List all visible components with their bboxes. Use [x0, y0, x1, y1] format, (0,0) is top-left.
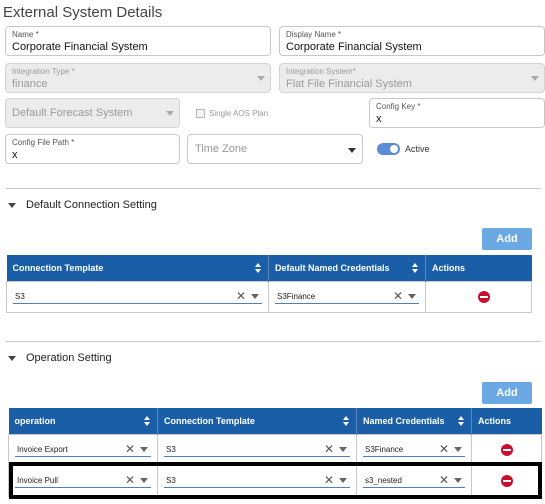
column-header-actions: Actions [471, 408, 542, 434]
integration-system-select[interactable]: Integration System* Flat File Financial … [279, 63, 545, 93]
operation-setting-table: operation Connection Template Named Cred… [8, 408, 542, 497]
chevron-down-icon[interactable] [408, 294, 416, 299]
chevron-down-icon[interactable] [339, 447, 347, 452]
sort-icon[interactable] [144, 416, 151, 426]
clear-icon[interactable]: ✕ [392, 289, 403, 303]
single-aos-plan-checkbox[interactable]: Single AOS Plan [196, 109, 268, 118]
forecast-system-select[interactable]: Default Forecast System [5, 98, 180, 128]
chevron-down-icon[interactable] [251, 294, 259, 299]
chevron-down-icon [348, 148, 356, 153]
delete-icon[interactable] [478, 290, 490, 303]
integration-type-label: Integration Type * [12, 67, 75, 76]
column-header-actions: Actions [425, 255, 532, 281]
active-toggle[interactable]: Active [377, 143, 430, 155]
table-row: Invoice Export ✕ S3 ✕ S3Finance ✕ [8, 433, 542, 466]
name-field[interactable]: Name * Corporate Financial System [5, 26, 271, 56]
connection-template-select[interactable]: S3 ✕ [164, 473, 350, 488]
config-key-label: Config Key * [376, 102, 421, 111]
page-title: External System Details [3, 4, 163, 21]
column-header-named-credentials[interactable]: Named Credentials [356, 408, 472, 434]
table-row: S3 ✕ S3Finance ✕ [6, 280, 532, 313]
sort-icon[interactable] [343, 416, 350, 426]
clear-icon[interactable]: ✕ [323, 442, 334, 456]
config-file-path-value: x [12, 149, 18, 161]
operation-select[interactable]: Invoice Export ✕ [15, 442, 151, 457]
toggle-switch[interactable] [377, 143, 400, 155]
time-zone-placeholder: Time Zone [195, 143, 248, 155]
table-row: Invoice Pull ✕ S3 ✕ s3_nested ✕ [8, 464, 542, 497]
display-name-label: Display Name * [286, 30, 342, 39]
operation-select[interactable]: Invoice Pull ✕ [15, 473, 151, 488]
config-file-path-field[interactable]: Config File Path * x [5, 134, 180, 164]
collapse-triangle-icon[interactable] [8, 202, 16, 208]
column-header-connection-template[interactable]: Connection Template [157, 408, 357, 434]
chevron-down-icon [531, 76, 539, 81]
column-header-operation[interactable]: operation [8, 408, 158, 434]
single-aos-plan-label: Single AOS Plan [209, 109, 269, 118]
clear-icon[interactable]: ✕ [438, 473, 449, 487]
name-label: Name * [12, 30, 39, 39]
column-header-default-named-credentials[interactable]: Default Named Credentials [268, 255, 426, 281]
sort-icon[interactable] [412, 263, 419, 273]
chevron-down-icon[interactable] [454, 478, 462, 483]
chevron-down-icon[interactable] [140, 447, 148, 452]
chevron-down-icon[interactable] [454, 447, 462, 452]
sort-icon[interactable] [255, 263, 262, 273]
time-zone-select[interactable]: Time Zone [187, 134, 363, 164]
config-file-path-label: Config File Path * [12, 138, 75, 147]
clear-icon[interactable]: ✕ [323, 473, 334, 487]
integration-system-label: Integration System* [286, 67, 356, 76]
named-credentials-select[interactable]: S3Finance ✕ [275, 289, 419, 304]
column-header-connection-template[interactable]: Connection Template [6, 255, 269, 281]
integration-type-value: finance [12, 78, 48, 90]
forecast-system-value: Default Forecast System [12, 107, 133, 119]
clear-icon[interactable]: ✕ [235, 289, 246, 303]
default-connection-header[interactable]: Default Connection Setting [8, 199, 157, 211]
chevron-down-icon[interactable] [339, 478, 347, 483]
divider [6, 188, 541, 189]
clear-icon[interactable]: ✕ [124, 442, 135, 456]
named-credentials-select[interactable]: s3_nested ✕ [363, 473, 465, 488]
chevron-down-icon [166, 111, 174, 116]
operation-setting-title: Operation Setting [26, 352, 112, 364]
config-key-value: x [376, 113, 382, 125]
divider [6, 341, 541, 342]
active-label: Active [405, 144, 430, 154]
chevron-down-icon [257, 76, 265, 81]
clear-icon[interactable]: ✕ [438, 442, 449, 456]
display-name-field[interactable]: Display Name * Corporate Financial Syste… [279, 26, 545, 56]
config-key-field[interactable]: Config Key * x [369, 98, 545, 128]
default-connection-title: Default Connection Setting [26, 199, 157, 211]
add-operation-button[interactable]: Add [482, 382, 532, 404]
chevron-down-icon[interactable] [140, 478, 148, 483]
integration-system-value: Flat File Financial System [286, 78, 412, 90]
clear-icon[interactable]: ✕ [124, 473, 135, 487]
toggle-knob [390, 145, 398, 153]
connection-template-select[interactable]: S3 ✕ [13, 289, 262, 304]
delete-icon[interactable] [500, 443, 513, 456]
named-credentials-select[interactable]: S3Finance ✕ [363, 442, 465, 457]
name-value: Corporate Financial System [12, 41, 148, 53]
collapse-triangle-icon[interactable] [8, 355, 16, 361]
connection-template-select[interactable]: S3 ✕ [164, 442, 350, 457]
operation-setting-header[interactable]: Operation Setting [8, 352, 112, 364]
delete-icon[interactable] [500, 474, 513, 487]
integration-type-select[interactable]: Integration Type * finance [5, 63, 271, 93]
display-name-value: Corporate Financial System [286, 41, 422, 53]
add-connection-button[interactable]: Add [482, 228, 532, 250]
default-connection-table: Connection Template Default Named Creden… [6, 255, 532, 313]
sort-icon[interactable] [458, 416, 465, 426]
checkbox-box[interactable] [196, 109, 205, 118]
